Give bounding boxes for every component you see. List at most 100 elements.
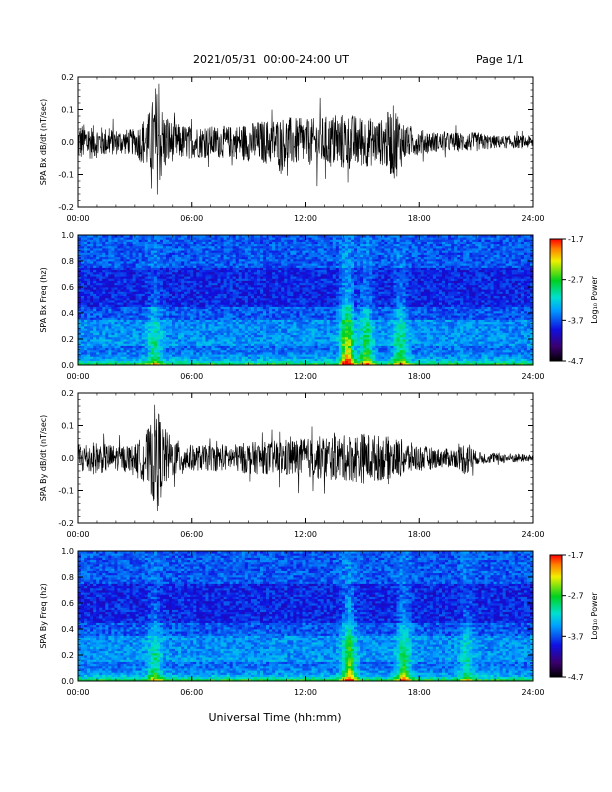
spectrogram-cell <box>172 313 176 316</box>
spectrogram-cell <box>117 319 121 323</box>
spectrogram-cell <box>156 326 161 329</box>
spectrogram-cell <box>84 319 88 323</box>
spectrogram-cell <box>108 308 112 312</box>
spectrogram-cell <box>178 265 182 268</box>
spectrogram-cell <box>153 267 158 271</box>
spectrogram-cell <box>144 282 149 286</box>
spectrogram-cell <box>162 319 167 323</box>
spectrogram-cell <box>172 278 176 281</box>
spectrogram-cell <box>159 243 164 247</box>
spectrogram-cell <box>126 300 130 303</box>
spectrogram-cell <box>90 239 94 242</box>
spectrogram-cell <box>135 250 140 253</box>
spectrogram-cell <box>156 258 161 262</box>
spectrogram-cell <box>123 349 127 353</box>
spectrogram-cell <box>129 237 133 240</box>
spectrogram-cell <box>123 291 127 294</box>
spectrogram-cell <box>90 287 94 290</box>
spectrogram-cell <box>172 323 176 327</box>
spectrogram-cell <box>102 287 106 290</box>
spectrogram-cell <box>90 302 94 305</box>
spectrogram-cell <box>84 358 88 362</box>
spectrogram-cell <box>117 343 121 346</box>
spectrogram-cell <box>141 315 146 318</box>
spectrogram-cell <box>84 328 88 331</box>
spectrogram-cell <box>87 356 91 359</box>
spectrogram-cell <box>156 256 161 260</box>
spectrogram-cell <box>181 254 185 258</box>
spectrogram-cell <box>159 360 164 364</box>
spectrogram-cell <box>178 313 182 316</box>
spectrogram-cell <box>138 274 143 277</box>
spectrogram-cell <box>138 323 143 327</box>
spectrogram-cell <box>178 248 182 251</box>
spectrogram-cell <box>129 265 133 268</box>
spectrogram-cell <box>159 319 164 323</box>
spectrogram-cell <box>175 354 179 357</box>
spectrogram-cell <box>117 358 121 362</box>
spectrogram-cell <box>156 237 161 240</box>
spectrogram-cell <box>147 358 152 362</box>
spectrogram-cell <box>108 252 112 255</box>
spectrogram-cell <box>138 341 143 344</box>
spectrogram-cell <box>102 341 106 344</box>
spectrogram-cell <box>165 250 170 253</box>
spectrogram-cell <box>135 360 140 364</box>
spectrogram-cell <box>138 263 143 266</box>
spectrogram-cell <box>141 306 146 310</box>
spectrogram-cell <box>141 336 146 340</box>
spectrogram-cell <box>126 330 130 333</box>
spectrogram-cell <box>147 345 152 349</box>
spectrogram-cell <box>111 315 115 318</box>
spectrogram-cell <box>144 291 149 294</box>
spectrogram-cell <box>138 356 143 359</box>
spectrogram-cell <box>99 341 103 344</box>
spectrogram-cell <box>105 269 109 273</box>
spectrogram-cell <box>172 330 176 333</box>
spectrogram-cell <box>165 239 170 242</box>
spectrogram-cell <box>150 334 155 338</box>
spectrogram-cell <box>78 293 82 297</box>
spectrogram-cell <box>129 254 133 258</box>
spectrogram-cell <box>123 237 127 240</box>
spectrogram-cell <box>153 291 158 294</box>
spectrogram-cell <box>169 332 173 336</box>
spectrogram-cell <box>87 235 91 238</box>
spectrogram-cell <box>175 252 179 255</box>
spectrogram-cell <box>90 334 94 338</box>
spectrogram-cell <box>138 250 143 253</box>
spectrogram-cell <box>178 347 182 351</box>
spectrogram-cell <box>84 352 88 355</box>
spectrogram-cell <box>162 343 167 346</box>
spectrogram-cell <box>93 237 97 240</box>
spectrogram-cell <box>132 306 137 310</box>
spectrogram-cell <box>102 347 106 351</box>
spectrogram-cell <box>90 349 94 353</box>
spectrogram-cell <box>111 241 115 245</box>
spectrogram-cell <box>147 339 152 342</box>
spectrogram-cell <box>87 243 91 247</box>
spectrogram-cell <box>169 352 173 355</box>
spectrogram-cell <box>165 248 170 251</box>
spectrogram-cell <box>156 349 161 353</box>
spectrogram-cell <box>120 284 124 288</box>
spectrogram-cell <box>181 360 185 364</box>
page-indicator: Page 1/1 <box>476 53 524 66</box>
spectrogram-cell <box>181 252 185 255</box>
spectrogram-cell <box>96 241 100 245</box>
spectrogram-cell <box>147 274 152 277</box>
spectrogram-cell <box>120 310 124 314</box>
spectrogram-cell <box>108 284 112 288</box>
spectrogram-cell <box>114 352 118 355</box>
spectrogram-cell <box>159 248 164 251</box>
spectrogram-cell <box>141 345 146 349</box>
spectrogram-cell <box>96 343 100 346</box>
spectrogram-cell <box>172 339 176 342</box>
spectrogram-cell <box>99 326 103 329</box>
spectrogram-cell <box>81 336 85 340</box>
spectrogram-cell <box>87 261 91 264</box>
spectrogram-cell <box>156 269 161 273</box>
spectrogram-cell <box>78 336 82 340</box>
spectrogram-cell <box>138 289 143 292</box>
spectrogram-cell <box>96 245 100 249</box>
